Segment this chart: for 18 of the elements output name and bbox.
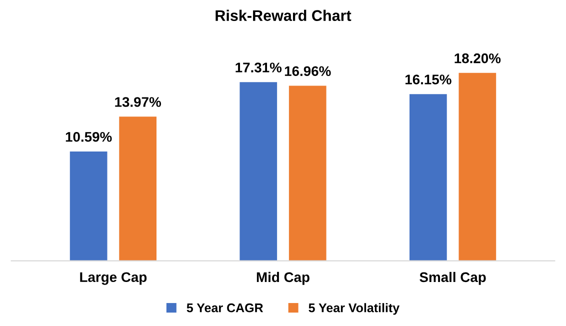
x-tick-label: Large Cap [80,272,147,285]
bar [410,94,447,261]
bar [119,116,156,261]
chart-title: Risk-Reward Chart [216,10,352,21]
bar [70,151,108,261]
legend-label: 5 Year CAGR [186,303,264,312]
data-label: 10.59% [66,132,112,142]
bar [458,72,496,261]
data-label: 16.96% [284,66,331,76]
x-tick-label: Small Cap [420,272,486,285]
bar [240,82,278,261]
data-label: 18.20% [454,53,501,64]
legend-label: 5 Year Volatility [308,303,400,315]
bar [288,86,326,261]
data-label: 13.97% [115,97,162,107]
x-tick-label: Mid Cap [256,272,310,285]
data-label: 17.31% [236,62,282,72]
data-label: 16.15% [406,74,452,84]
